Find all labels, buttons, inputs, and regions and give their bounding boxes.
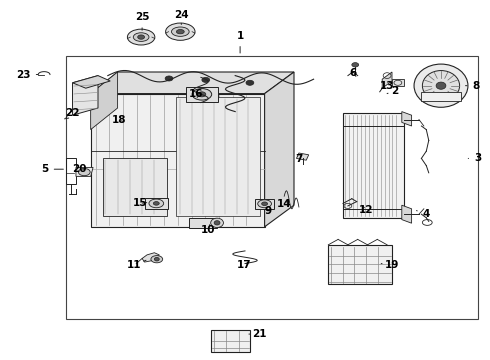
- Ellipse shape: [414, 64, 468, 107]
- Text: 25: 25: [135, 12, 149, 30]
- Ellipse shape: [133, 33, 149, 41]
- Text: 10: 10: [201, 225, 216, 235]
- Text: 13: 13: [379, 81, 397, 91]
- Text: 17: 17: [237, 260, 251, 270]
- Text: 9: 9: [265, 206, 272, 216]
- Bar: [255, 199, 274, 209]
- Polygon shape: [73, 76, 110, 88]
- Ellipse shape: [138, 35, 145, 39]
- Polygon shape: [402, 205, 412, 223]
- Ellipse shape: [153, 202, 159, 205]
- Text: 22: 22: [65, 108, 80, 118]
- Polygon shape: [382, 72, 392, 88]
- Polygon shape: [265, 72, 294, 227]
- Text: 21: 21: [249, 329, 267, 339]
- Text: 7: 7: [295, 154, 303, 164]
- Text: 5: 5: [42, 164, 63, 174]
- Text: 14: 14: [277, 199, 292, 210]
- Ellipse shape: [192, 89, 212, 100]
- Text: 3: 3: [468, 153, 481, 163]
- Bar: [186, 87, 218, 102]
- Ellipse shape: [172, 27, 189, 36]
- Ellipse shape: [211, 218, 223, 228]
- Polygon shape: [91, 94, 265, 227]
- Polygon shape: [296, 153, 309, 160]
- Polygon shape: [73, 76, 98, 115]
- Ellipse shape: [176, 30, 184, 34]
- Text: 12: 12: [359, 204, 374, 215]
- Bar: [211, 330, 250, 352]
- Text: 1: 1: [237, 31, 244, 53]
- Ellipse shape: [166, 23, 195, 40]
- Ellipse shape: [214, 221, 220, 225]
- Text: 2: 2: [387, 86, 398, 96]
- Ellipse shape: [202, 77, 210, 82]
- Text: 4: 4: [416, 209, 430, 219]
- Text: 18: 18: [112, 114, 126, 125]
- Ellipse shape: [422, 71, 460, 101]
- Ellipse shape: [262, 202, 268, 206]
- Ellipse shape: [151, 256, 163, 263]
- Text: 15: 15: [132, 198, 147, 208]
- Ellipse shape: [352, 63, 359, 67]
- Text: 6: 6: [349, 68, 356, 78]
- Text: 11: 11: [126, 260, 146, 270]
- Ellipse shape: [198, 92, 206, 97]
- Polygon shape: [91, 72, 118, 130]
- Text: 23: 23: [16, 69, 38, 80]
- Text: 19: 19: [381, 260, 399, 270]
- Text: 16: 16: [189, 89, 203, 99]
- Polygon shape: [91, 72, 294, 94]
- Polygon shape: [103, 158, 167, 216]
- Bar: [66, 56, 478, 319]
- Bar: [343, 113, 404, 218]
- Polygon shape: [402, 112, 412, 126]
- Text: 20: 20: [73, 164, 87, 174]
- Polygon shape: [76, 167, 93, 176]
- Polygon shape: [142, 253, 159, 262]
- Polygon shape: [176, 97, 260, 216]
- Bar: [145, 198, 168, 209]
- Text: 8: 8: [466, 81, 480, 91]
- Ellipse shape: [246, 80, 254, 85]
- Ellipse shape: [436, 82, 446, 89]
- Ellipse shape: [78, 168, 90, 176]
- Ellipse shape: [127, 29, 155, 45]
- Bar: [421, 92, 461, 101]
- Ellipse shape: [165, 76, 173, 81]
- Polygon shape: [392, 79, 404, 86]
- Ellipse shape: [154, 257, 159, 261]
- Ellipse shape: [258, 200, 271, 208]
- Bar: [328, 245, 392, 284]
- Bar: [189, 218, 217, 228]
- Text: 24: 24: [174, 10, 189, 24]
- Ellipse shape: [149, 199, 164, 208]
